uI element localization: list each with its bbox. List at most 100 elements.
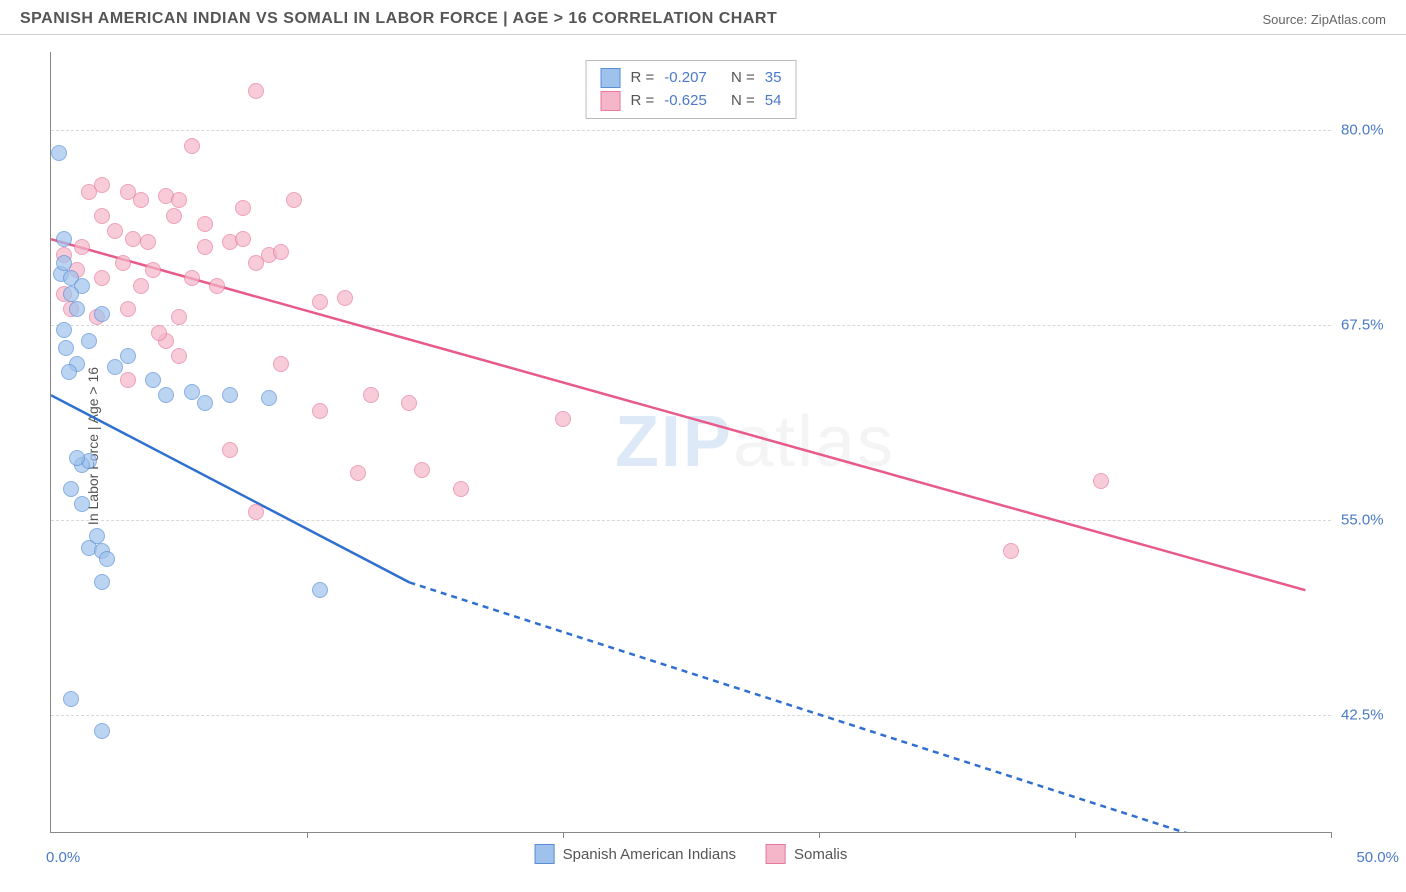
point-blue — [61, 364, 77, 380]
point-blue — [120, 348, 136, 364]
point-blue — [81, 333, 97, 349]
point-pink — [312, 294, 328, 310]
x-tick — [563, 832, 564, 838]
x-label-start: 0.0% — [46, 849, 80, 866]
point-blue — [222, 387, 238, 403]
point-pink — [414, 462, 430, 478]
point-pink — [209, 278, 225, 294]
chart-title: SPANISH AMERICAN INDIAN VS SOMALI IN LAB… — [20, 10, 777, 28]
point-pink — [337, 290, 353, 306]
point-blue — [94, 723, 110, 739]
point-pink — [1003, 543, 1019, 559]
swatch-pink — [601, 91, 621, 111]
point-blue — [312, 582, 328, 598]
point-pink — [197, 216, 213, 232]
x-tick — [819, 832, 820, 838]
gridline — [51, 130, 1331, 131]
point-pink — [133, 278, 149, 294]
point-pink — [184, 270, 200, 286]
point-pink — [286, 192, 302, 208]
point-pink — [94, 177, 110, 193]
legend-label-pink: Somalis — [794, 846, 847, 863]
y-tick-label: 67.5% — [1341, 317, 1396, 334]
point-blue — [99, 551, 115, 567]
x-tick — [307, 832, 308, 838]
point-blue — [69, 301, 85, 317]
gridline — [51, 520, 1331, 521]
point-pink — [235, 200, 251, 216]
point-pink — [133, 192, 149, 208]
point-pink — [197, 239, 213, 255]
point-pink — [273, 244, 289, 260]
point-blue — [58, 340, 74, 356]
legend-row-pink: R = -0.625 N = 54 — [601, 90, 782, 113]
point-blue — [89, 528, 105, 544]
point-blue — [63, 691, 79, 707]
point-pink — [120, 301, 136, 317]
plot-area: ZIPatlas 42.5%55.0%67.5%80.0% R = -0.207… — [50, 52, 1331, 833]
chart-header: SPANISH AMERICAN INDIAN VS SOMALI IN LAB… — [0, 0, 1406, 35]
point-pink — [248, 504, 264, 520]
point-pink — [222, 442, 238, 458]
swatch-pink-icon — [766, 844, 786, 864]
gridline — [51, 325, 1331, 326]
point-pink — [273, 356, 289, 372]
series-legend: Spanish American Indians Somalis — [535, 844, 848, 864]
x-label-end: 50.0% — [1356, 849, 1399, 866]
point-pink — [171, 309, 187, 325]
legend-label-blue: Spanish American Indians — [563, 846, 736, 863]
point-pink — [171, 192, 187, 208]
point-pink — [248, 255, 264, 271]
point-blue — [94, 306, 110, 322]
point-blue — [69, 450, 85, 466]
point-pink — [248, 83, 264, 99]
point-pink — [312, 403, 328, 419]
y-tick-label: 80.0% — [1341, 122, 1396, 139]
y-tick-label: 42.5% — [1341, 707, 1396, 724]
point-blue — [51, 145, 67, 161]
gridline — [51, 715, 1331, 716]
point-blue — [145, 372, 161, 388]
point-blue — [56, 255, 72, 271]
point-pink — [120, 372, 136, 388]
point-blue — [56, 231, 72, 247]
point-pink — [401, 395, 417, 411]
point-blue — [261, 390, 277, 406]
point-pink — [350, 465, 366, 481]
x-tick — [1331, 832, 1332, 838]
swatch-blue — [601, 68, 621, 88]
point-pink — [235, 231, 251, 247]
point-pink — [166, 208, 182, 224]
chart-container: SPANISH AMERICAN INDIAN VS SOMALI IN LAB… — [0, 0, 1406, 892]
point-pink — [1093, 473, 1109, 489]
watermark: ZIPatlas — [615, 401, 895, 483]
point-pink — [140, 234, 156, 250]
point-blue — [197, 395, 213, 411]
point-pink — [363, 387, 379, 403]
swatch-blue-icon — [535, 844, 555, 864]
point-pink — [151, 325, 167, 341]
point-pink — [145, 262, 161, 278]
point-blue — [107, 359, 123, 375]
point-pink — [74, 239, 90, 255]
source-label: Source: ZipAtlas.com — [1262, 12, 1386, 27]
point-blue — [56, 322, 72, 338]
point-pink — [94, 270, 110, 286]
point-pink — [125, 231, 141, 247]
y-tick-label: 55.0% — [1341, 512, 1396, 529]
legend-row-blue: R = -0.207 N = 35 — [601, 67, 782, 90]
point-pink — [94, 208, 110, 224]
point-pink — [453, 481, 469, 497]
correlation-legend: R = -0.207 N = 35 R = -0.625 N = 54 — [586, 60, 797, 119]
point-pink — [171, 348, 187, 364]
legend-item-pink: Somalis — [766, 844, 847, 864]
point-blue — [158, 387, 174, 403]
point-blue — [74, 496, 90, 512]
legend-item-blue: Spanish American Indians — [535, 844, 736, 864]
point-pink — [184, 138, 200, 154]
point-blue — [94, 574, 110, 590]
point-pink — [107, 223, 123, 239]
point-pink — [115, 255, 131, 271]
point-blue — [63, 286, 79, 302]
x-tick — [1075, 832, 1076, 838]
